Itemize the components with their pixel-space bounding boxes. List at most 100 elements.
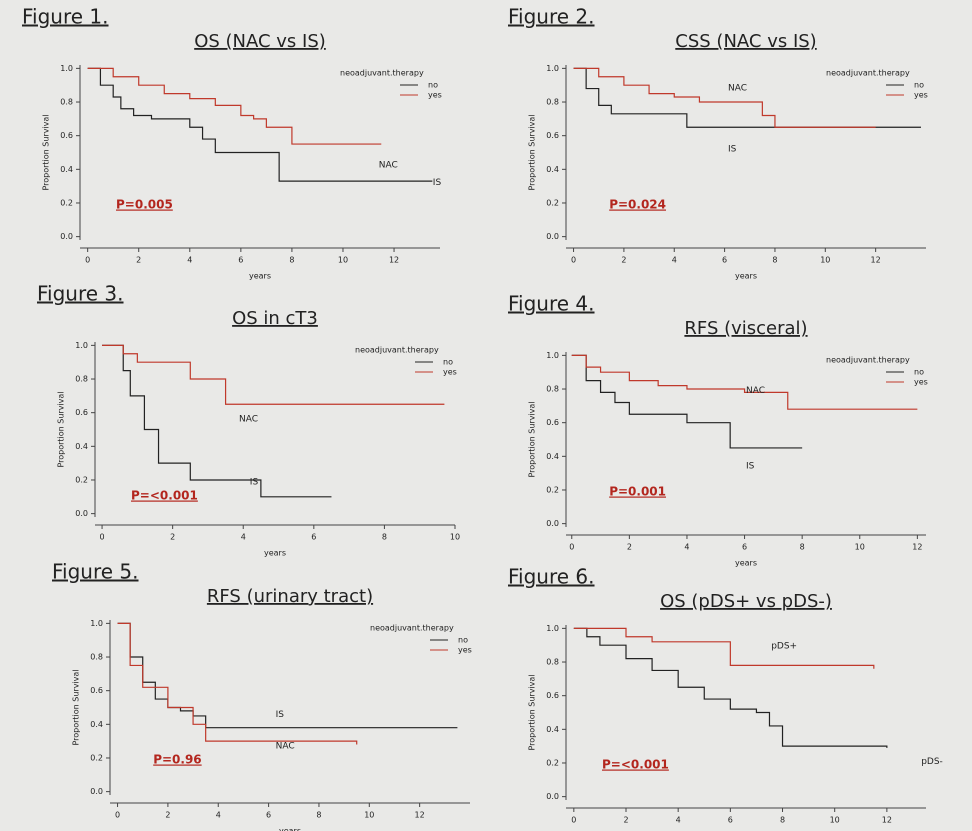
x-tick-label: 10	[820, 256, 830, 265]
x-tick-label: 12	[882, 816, 892, 825]
legend-entry: yes	[443, 368, 457, 377]
x-tick-label: 6	[742, 543, 747, 552]
y-tick-label: 0.0	[546, 519, 559, 528]
x-tick-label: 8	[289, 256, 294, 265]
x-tick-label: 0	[571, 256, 576, 265]
y-tick-label: 0.2	[546, 198, 559, 207]
y-tick-label: 1.0	[546, 351, 559, 360]
x-axis-label: years	[279, 827, 301, 831]
x-tick-label: 8	[316, 811, 321, 820]
annotation: IS	[433, 178, 442, 188]
annotation: IS	[276, 710, 285, 720]
legend-entry: no	[458, 636, 468, 645]
figure-label: Figure 6.	[508, 565, 595, 589]
x-tick-label: 8	[780, 816, 785, 825]
legend-title: neoadjuvant.therapy	[826, 69, 910, 78]
y-tick-label: 1.0	[546, 624, 559, 633]
x-tick-label: 6	[722, 256, 727, 265]
x-axis-label: years	[249, 272, 271, 281]
panel: Figure 6. OS (pDS+ vs pDS-) 0.0 0.2 0.4 0.6 0.…	[508, 565, 943, 825]
x-tick-label: 4	[187, 256, 192, 265]
legend-entry: no	[428, 81, 438, 90]
y-tick-label: 0.8	[60, 98, 73, 107]
km-curve	[102, 344, 332, 498]
legend-entry: yes	[914, 378, 928, 387]
legend-entry: no	[914, 368, 924, 377]
x-tick-label: 10	[338, 256, 348, 265]
x-tick-label: 8	[772, 256, 777, 265]
y-tick-label: 0.8	[546, 385, 559, 394]
y-tick-label: 0.4	[546, 165, 559, 174]
annotation: NAC	[746, 386, 765, 396]
x-tick-label: 4	[241, 533, 246, 542]
x-tick-label: 10	[855, 543, 865, 552]
y-axis-label: Proportion Survival	[42, 114, 51, 190]
y-tick-label: 0.2	[546, 485, 559, 494]
chart-title: CSS (NAC vs IS)	[675, 31, 816, 52]
x-tick-label: 2	[170, 533, 175, 542]
km-curve	[573, 627, 888, 748]
figure-label: Figure 1.	[22, 5, 109, 29]
legend-title: neoadjuvant.therapy	[826, 356, 910, 365]
x-tick-label: 4	[684, 543, 689, 552]
km-curve	[573, 627, 875, 669]
y-axis-label: Proportion Survival	[57, 391, 66, 467]
panel: Figure 2. CSS (NAC vs IS) 0.0 0.2 0.4 0.6 0.8 1…	[508, 5, 928, 281]
y-tick-label: 0.6	[90, 686, 103, 695]
annotation: NAC	[239, 415, 258, 425]
curve-label: pDS-	[921, 757, 943, 767]
x-tick-label: 2	[165, 811, 170, 820]
km-curve	[573, 67, 876, 128]
km-curve	[102, 344, 445, 405]
y-tick-label: 1.0	[60, 64, 73, 73]
x-tick-label: 2	[621, 256, 626, 265]
figure-label: Figure 2.	[508, 5, 595, 29]
x-tick-label: 4	[216, 811, 221, 820]
y-tick-label: 0.2	[75, 475, 88, 484]
x-tick-label: 2	[136, 256, 141, 265]
x-tick-label: 8	[800, 543, 805, 552]
y-tick-label: 0.6	[60, 131, 73, 140]
chart-title: RFS (visceral)	[684, 318, 807, 339]
y-tick-label: 0.2	[546, 758, 559, 767]
y-tick-label: 0.2	[60, 198, 73, 207]
figure-label: Figure 3.	[37, 282, 124, 306]
annotation: IS	[746, 461, 755, 471]
annotation: NAC	[276, 742, 295, 752]
panel: Figure 3. OS in cT3 0.0 0.2 0.4 0.6 0.8 1.0 0 2 4 6…	[37, 282, 460, 558]
x-tick-label: 2	[627, 543, 632, 552]
annotation: NAC	[379, 160, 398, 170]
legend-title: neoadjuvant.therapy	[340, 69, 424, 78]
km-curve	[87, 67, 382, 145]
y-tick-label: 0.6	[546, 418, 559, 427]
y-tick-label: 0.4	[90, 720, 103, 729]
y-tick-label: 0.4	[546, 452, 559, 461]
km-curve	[571, 354, 803, 449]
p-value: P=0.005	[116, 198, 173, 212]
x-axis-label: years	[735, 272, 757, 281]
x-tick-label: 6	[266, 811, 271, 820]
y-tick-label: 0.0	[75, 509, 88, 518]
x-tick-label: 12	[389, 256, 399, 265]
x-tick-label: 0	[85, 256, 90, 265]
y-tick-label: 0.4	[546, 725, 559, 734]
chart-title: OS (pDS+ vs pDS-)	[660, 591, 832, 612]
annotation: IS	[728, 145, 737, 155]
km-curve	[571, 354, 918, 410]
p-value: P=0.024	[609, 198, 666, 212]
x-tick-label: 4	[676, 816, 681, 825]
y-tick-label: 0.6	[75, 408, 88, 417]
curve-label: pDS+	[771, 642, 797, 652]
legend-entry: yes	[428, 91, 442, 100]
legend-title: neoadjuvant.therapy	[370, 624, 454, 633]
x-tick-label: 10	[364, 811, 374, 820]
p-value: P=<0.001	[131, 489, 198, 503]
y-axis-label: Proportion Survival	[72, 669, 81, 745]
x-tick-label: 6	[238, 256, 243, 265]
p-value: P=<0.001	[602, 758, 669, 772]
y-tick-label: 1.0	[75, 341, 88, 350]
km-curve	[117, 622, 458, 729]
legend-entry: no	[914, 81, 924, 90]
x-tick-label: 6	[728, 816, 733, 825]
chart-title: OS in cT3	[232, 308, 318, 329]
